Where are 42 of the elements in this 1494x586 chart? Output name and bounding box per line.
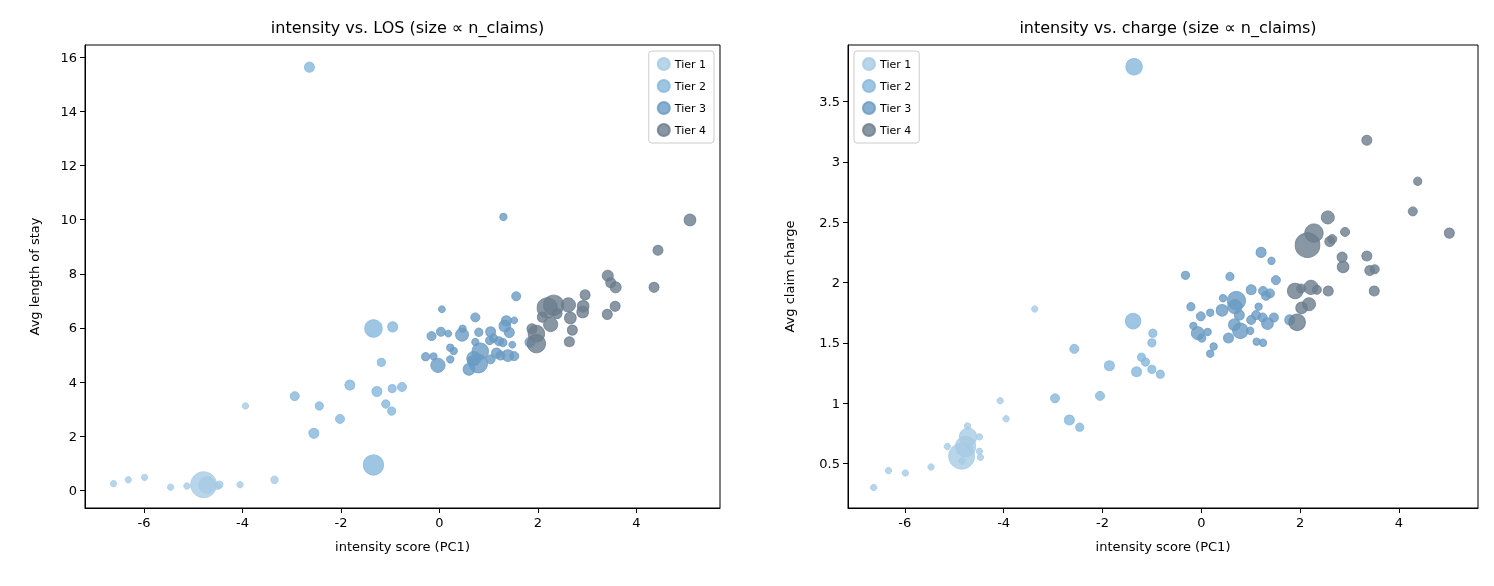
- x-tick-label: -6: [137, 515, 151, 530]
- y-tick-label: 4: [68, 374, 77, 390]
- y-tick-label: 3: [831, 154, 840, 170]
- x-tick-label: -2: [334, 515, 348, 530]
- legend-label: Tier 1: [879, 57, 912, 71]
- legend-label: Tier 4: [879, 123, 912, 137]
- y-axis-title: Avg claim charge: [782, 220, 797, 333]
- legend-label: Tier 3: [673, 101, 707, 115]
- x-tick-label: 4: [632, 515, 641, 530]
- x-tick-label: 2: [1295, 515, 1305, 530]
- x-tick-label: 4: [1394, 515, 1404, 530]
- x-tick-label: 0: [435, 515, 444, 530]
- legend-label: Tier 2: [673, 79, 707, 93]
- x-tick-label: -2: [1095, 515, 1109, 530]
- legend-label: Tier 3: [879, 101, 912, 115]
- x-tick-label: -4: [236, 515, 249, 530]
- chart-title: intensity vs. LOS (size ∝ n_claims): [270, 17, 545, 38]
- legend-label: Tier 2: [879, 79, 912, 93]
- x-tick-label: 2: [533, 515, 543, 530]
- legend-label: Tier 1: [673, 57, 707, 71]
- legend-label: Tier 4: [673, 123, 707, 137]
- y-tick-label: 2.5: [819, 214, 840, 230]
- y-tick-label: 2: [831, 275, 840, 291]
- x-axis-title: intensity score (PC1): [335, 539, 470, 554]
- y-tick-label: 8: [68, 266, 77, 282]
- y-tick-label: 6: [68, 320, 77, 336]
- x-tick-label: 0: [1197, 515, 1206, 530]
- x-tick-label: -4: [997, 515, 1011, 530]
- y-tick-label: 3.5: [819, 94, 840, 110]
- y-tick-label: 10: [60, 212, 77, 228]
- y-tick-label: 12: [60, 157, 77, 173]
- y-tick-label: 14: [60, 103, 77, 119]
- y-axis-title: Avg length of stay: [27, 217, 42, 336]
- y-tick-label: 2: [68, 428, 77, 444]
- chart-title: intensity vs. charge (size ∝ n_claims): [1019, 17, 1317, 38]
- y-tick-label: 0.5: [819, 455, 840, 471]
- x-axis-title: intensity score (PC1): [1095, 539, 1231, 554]
- y-tick-label: 1.5: [819, 335, 840, 351]
- x-tick-label: -6: [898, 515, 912, 530]
- y-tick-label: 16: [60, 49, 77, 65]
- y-tick-label: 1: [831, 395, 840, 411]
- y-tick-label: 0: [68, 482, 77, 498]
